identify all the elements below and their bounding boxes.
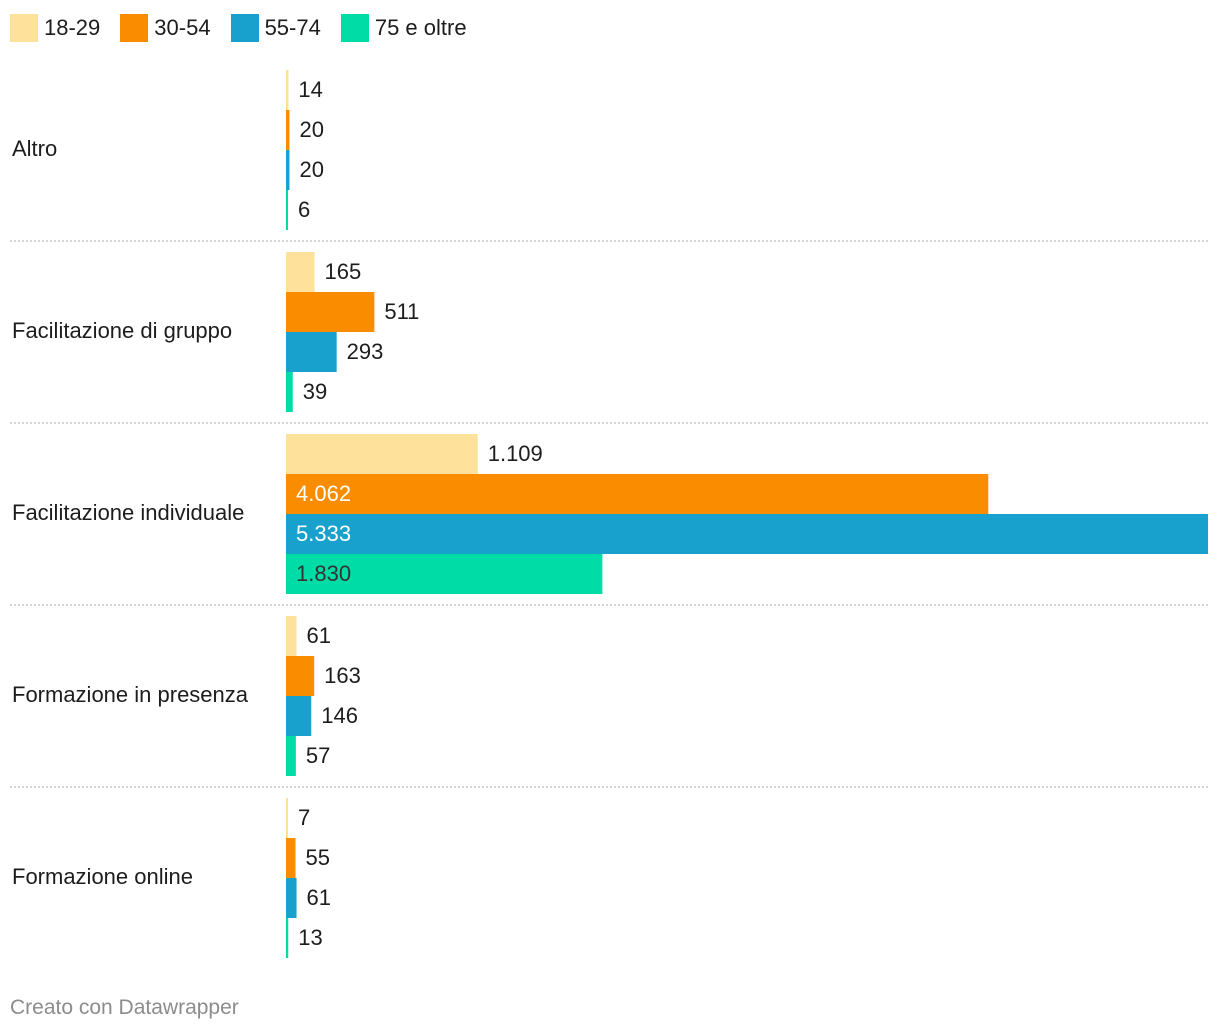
legend-item-18-29: 18-29 xyxy=(10,14,100,42)
bar-chart: Altro 14 20 20 6 Facilitazione di gruppo 165 51… xyxy=(10,70,1210,958)
legend-swatch-18-29 xyxy=(10,14,38,42)
value-label-facilitazione-individuale-30-54: 4.062 xyxy=(296,481,351,506)
legend-swatch-55-74 xyxy=(230,14,259,42)
legend-swatch-75-plus xyxy=(340,14,369,42)
bar-altro-55-74 xyxy=(286,150,290,190)
value-label-facilitazione-individuale-55-74: 5.333 xyxy=(296,521,351,546)
value-label-formazione-in-presenza-55-74: 146 xyxy=(321,703,358,728)
footer-credit[interactable]: Creato con Datawrapper xyxy=(10,996,239,1019)
value-label-altro-30-54: 20 xyxy=(299,117,323,142)
value-label-formazione-in-presenza-18-29: 61 xyxy=(307,623,331,648)
bar-facilitazione-di-gruppo-18-29 xyxy=(286,252,315,292)
bar-formazione-in-presenza-18-29 xyxy=(286,616,297,656)
value-label-facilitazione-di-gruppo-75-e-oltre: 39 xyxy=(303,379,327,404)
category-label-formazione-in-presenza: Formazione in presenza xyxy=(12,682,249,707)
value-label-formazione-online-55-74: 61 xyxy=(307,885,331,910)
value-label-altro-75-e-oltre: 6 xyxy=(298,197,310,222)
value-label-facilitazione-individuale-75-e-oltre: 1.830 xyxy=(296,561,351,586)
value-label-facilitazione-di-gruppo-55-74: 293 xyxy=(347,339,384,364)
chart-legend: 18-29 30-54 55-74 75 e oltre xyxy=(10,12,487,44)
legend-label-55-74: 55-74 xyxy=(264,15,321,40)
legend-swatch-30-54 xyxy=(120,14,149,42)
legend-label-75-plus: 75 e oltre xyxy=(374,15,467,40)
bar-facilitazione-individuale-30-54 xyxy=(286,474,989,514)
value-label-formazione-in-presenza-75-e-oltre: 57 xyxy=(306,743,330,768)
bar-formazione-online-55-74 xyxy=(286,878,297,918)
value-label-facilitazione-di-gruppo-18-29: 165 xyxy=(325,259,362,284)
value-label-formazione-in-presenza-30-54: 163 xyxy=(324,663,361,688)
category-label-facilitazione-individuale: Facilitazione individuale xyxy=(12,500,244,525)
bar-facilitazione-individuale-75-e-oltre xyxy=(286,554,603,594)
legend-item-75-plus: 75 e oltre xyxy=(340,14,467,42)
category-label-formazione-online: Formazione online xyxy=(12,864,193,889)
legend-label-30-54: 30-54 xyxy=(154,15,211,40)
value-label-altro-55-74: 20 xyxy=(299,157,323,182)
bar-formazione-online-30-54 xyxy=(286,838,296,878)
bar-formazione-in-presenza-30-54 xyxy=(286,656,315,696)
legend-item-30-54: 30-54 xyxy=(120,14,211,42)
bar-formazione-in-presenza-75-e-oltre xyxy=(286,736,296,776)
bar-facilitazione-individuale-18-29 xyxy=(286,434,478,474)
value-label-formazione-online-75-e-oltre: 13 xyxy=(298,925,322,950)
value-label-formazione-online-18-29: 7 xyxy=(298,805,310,830)
bar-altro-30-54 xyxy=(286,110,290,150)
category-label-facilitazione-di-gruppo: Facilitazione di gruppo xyxy=(12,318,232,343)
legend-item-55-74: 55-74 xyxy=(230,14,321,42)
bar-altro-18-29 xyxy=(286,70,289,110)
bar-formazione-in-presenza-55-74 xyxy=(286,696,312,736)
bar-altro-75-e-oltre xyxy=(286,190,288,230)
value-label-facilitazione-individuale-18-29: 1.109 xyxy=(488,441,543,466)
bar-formazione-online-18-29 xyxy=(286,798,288,838)
category-label-altro: Altro xyxy=(12,136,57,161)
bar-facilitazione-di-gruppo-75-e-oltre xyxy=(286,372,293,412)
bar-facilitazione-di-gruppo-30-54 xyxy=(286,292,375,332)
bar-facilitazione-individuale-55-74 xyxy=(286,514,1208,554)
value-label-formazione-online-30-54: 55 xyxy=(306,845,330,870)
value-label-altro-18-29: 14 xyxy=(298,77,322,102)
bar-facilitazione-di-gruppo-55-74 xyxy=(286,332,337,372)
bar-formazione-online-75-e-oltre xyxy=(286,918,289,958)
legend-label-18-29: 18-29 xyxy=(44,15,101,40)
value-label-facilitazione-di-gruppo-30-54: 511 xyxy=(384,299,419,324)
